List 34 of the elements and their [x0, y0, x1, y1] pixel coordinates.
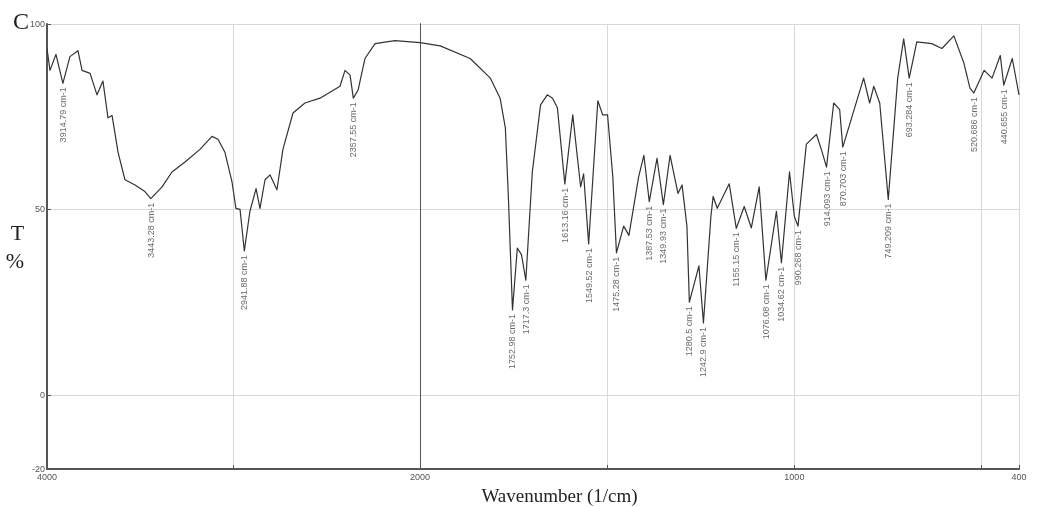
y-tick-label: 100	[29, 19, 45, 29]
x-tick-label: 400	[1011, 471, 1027, 482]
annotation: 693.284 cm-1	[904, 82, 915, 138]
annotation: 1076.08 cm-1	[760, 284, 771, 340]
annotation: 914.093 cm-1	[821, 171, 832, 227]
annotation: 1034.62 cm-1	[776, 266, 787, 322]
y-tick-label: 50	[34, 204, 45, 215]
annotation: 440.655 cm-1	[998, 89, 1009, 145]
annotation: 870.703 cm-1	[837, 151, 848, 207]
y-tick-label: -20	[31, 464, 45, 474]
annotation: 520.686 cm-1	[968, 96, 979, 153]
annotation: 1717.3 cm-1	[520, 284, 531, 335]
y-tick-label: 0	[39, 389, 45, 400]
annotation: 3914.79 cm-1	[57, 87, 68, 143]
x-tick-label: 2000	[409, 471, 431, 482]
annotation: 3443.28 cm-1	[145, 202, 156, 258]
annotation: 1613.16 cm-1	[559, 187, 570, 243]
annotation: 1475.28 cm-1	[611, 256, 622, 312]
annotation: 1155.15 cm-1	[731, 232, 742, 287]
x-axis-title: Wavenumber (1/cm)	[481, 485, 638, 507]
annotation: 2357.55 cm-1	[348, 102, 359, 158]
annotation: 1349.93 cm-1	[658, 208, 669, 264]
annotation: 1280.5 cm-1	[684, 306, 695, 357]
chart-title: C	[13, 8, 30, 34]
annotation: 1242.9 cm-1	[698, 326, 709, 377]
annotation: 1387.53 cm-1	[644, 205, 655, 261]
x-tick-label: 4000	[36, 471, 58, 482]
x-tick-label: 1000	[784, 471, 805, 482]
annotation: 2941.88 cm-1	[239, 254, 250, 310]
annotation: 1549.52 cm-1	[583, 247, 594, 303]
annotation: 990.268 cm-1	[793, 230, 804, 286]
annotation: 749.209 cm-1	[883, 203, 894, 259]
y-axis-title: T%	[5, 220, 25, 273]
annotation: 1752.98 cm-1	[507, 313, 518, 369]
